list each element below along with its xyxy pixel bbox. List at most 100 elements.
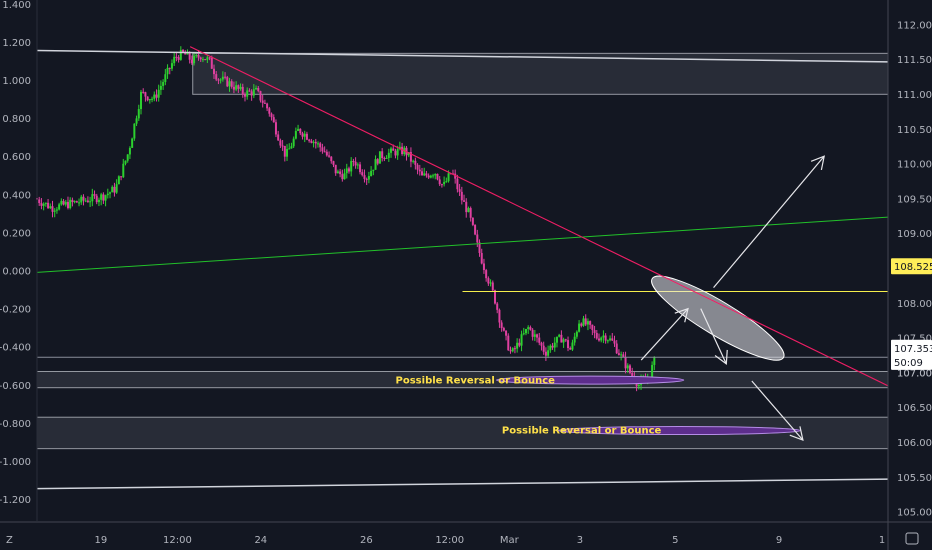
candle-body bbox=[502, 328, 505, 331]
candle-body bbox=[496, 303, 499, 310]
candle-body bbox=[310, 140, 313, 143]
price-badge-2 bbox=[891, 339, 932, 356]
candle-body bbox=[146, 96, 149, 101]
candle-body bbox=[177, 57, 180, 60]
candle-body bbox=[232, 86, 235, 90]
candle-body bbox=[201, 59, 204, 61]
candle-body bbox=[416, 164, 419, 170]
x-tick-label: 24 bbox=[254, 535, 267, 546]
candle-body bbox=[170, 63, 173, 69]
arrow-up-long-head bbox=[810, 155, 825, 171]
candle-body bbox=[383, 158, 386, 160]
candle-body bbox=[308, 139, 311, 141]
candle-body bbox=[215, 74, 218, 80]
candle-body bbox=[62, 200, 65, 205]
left-tick-label: 0.600 bbox=[2, 152, 31, 163]
candle-body bbox=[575, 331, 578, 337]
candle-body bbox=[144, 92, 147, 97]
candle-body bbox=[204, 59, 207, 61]
left-tick-label: 0.400 bbox=[2, 190, 31, 201]
right-tick-label: 111.500 bbox=[897, 55, 932, 66]
candle-body bbox=[237, 85, 240, 89]
annotation-2: Possible Reversal or Bounce bbox=[502, 426, 662, 437]
candle-body bbox=[312, 141, 315, 143]
right-tick-label: 107.000 bbox=[897, 368, 932, 379]
x-tick-label: 9 bbox=[776, 535, 782, 546]
candle-body bbox=[600, 337, 603, 341]
candle-body bbox=[520, 334, 523, 346]
candle-body bbox=[547, 350, 550, 356]
candle-body bbox=[73, 201, 76, 203]
candle-body bbox=[458, 189, 461, 192]
candle-body bbox=[356, 164, 359, 166]
candle-body bbox=[387, 152, 390, 158]
candle-body bbox=[51, 206, 54, 212]
candle-body bbox=[518, 342, 521, 346]
candle-body bbox=[620, 354, 623, 356]
candle-body bbox=[412, 160, 415, 162]
candle-body bbox=[529, 327, 532, 330]
candle-body bbox=[398, 146, 401, 150]
candle-body bbox=[454, 173, 457, 179]
upper-zone bbox=[192, 52, 889, 95]
candle-body bbox=[505, 330, 508, 336]
candle-body bbox=[365, 178, 368, 180]
candle-body bbox=[328, 155, 331, 157]
left-tick-label: -0.400 bbox=[0, 343, 31, 354]
candle-body bbox=[290, 146, 293, 149]
candle-body bbox=[53, 210, 56, 212]
candle-body bbox=[157, 89, 160, 98]
candle-body bbox=[394, 150, 397, 156]
candle-body bbox=[299, 128, 302, 134]
candle-body bbox=[460, 191, 463, 201]
candle-body bbox=[40, 203, 43, 206]
candle-body bbox=[589, 321, 592, 325]
candle-body bbox=[591, 324, 594, 331]
candle-body bbox=[522, 333, 525, 335]
candle-body bbox=[372, 169, 375, 171]
x-tick-label: 12:00 bbox=[163, 535, 192, 546]
candle-body bbox=[429, 175, 432, 178]
candle-body bbox=[469, 208, 472, 218]
candle-body bbox=[631, 372, 634, 377]
candle-body bbox=[553, 342, 556, 348]
candle-body bbox=[255, 87, 258, 90]
candle-body bbox=[115, 184, 118, 193]
candle-body bbox=[274, 122, 277, 135]
settings-icon bbox=[905, 532, 919, 545]
candles-layer bbox=[36, 46, 656, 392]
candle-body bbox=[562, 339, 565, 343]
candle-body bbox=[286, 149, 289, 157]
candle-body bbox=[361, 172, 364, 176]
candle-body bbox=[533, 334, 536, 337]
resistance-line bbox=[36, 49, 889, 63]
candle-body bbox=[100, 194, 103, 200]
candle-body bbox=[270, 113, 273, 118]
candle-body bbox=[95, 195, 98, 203]
candle-body bbox=[332, 161, 335, 165]
candle-body bbox=[334, 164, 337, 174]
candle-body bbox=[343, 173, 346, 180]
price-badge-text-2: 107.353 bbox=[894, 344, 932, 355]
candle-body bbox=[111, 186, 114, 193]
candle-body bbox=[151, 98, 154, 100]
candle-body bbox=[66, 201, 69, 209]
candle-body bbox=[482, 263, 485, 271]
candle-body bbox=[126, 154, 129, 161]
candle-body bbox=[219, 79, 222, 81]
candle-body bbox=[611, 338, 614, 341]
candle-body bbox=[513, 348, 516, 350]
candle-body bbox=[294, 130, 297, 139]
candle-body bbox=[571, 342, 574, 350]
candle-body bbox=[193, 55, 196, 64]
candle-body bbox=[628, 365, 631, 373]
candle-body bbox=[75, 201, 78, 203]
candle-body bbox=[228, 81, 231, 87]
gray-ellipse bbox=[651, 275, 785, 361]
candle-body bbox=[224, 76, 227, 78]
candle-body bbox=[544, 351, 547, 356]
candle-body bbox=[179, 49, 182, 60]
left-tick-label: 0.200 bbox=[2, 228, 31, 239]
